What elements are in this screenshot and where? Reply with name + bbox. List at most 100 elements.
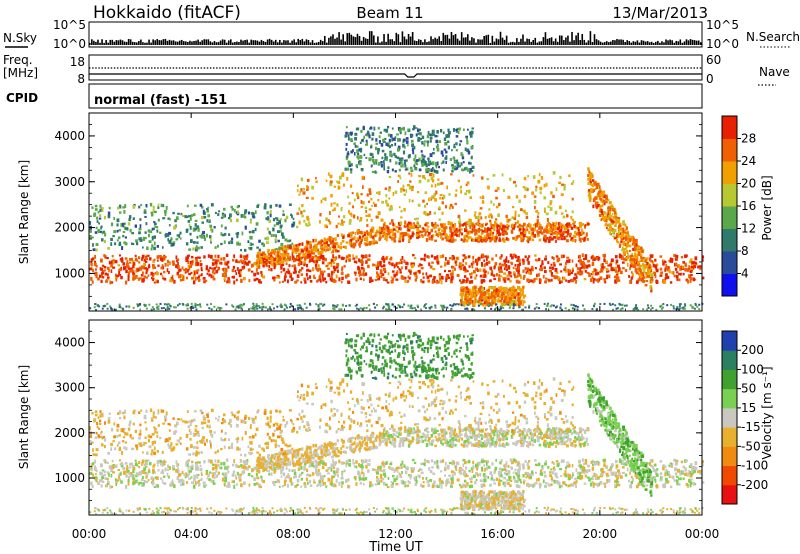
power-echo: [509, 303, 512, 308]
power-echo: [523, 274, 526, 278]
power-echo: [167, 303, 170, 306]
power-echo: [237, 305, 240, 308]
power-echo: [295, 244, 298, 247]
nsky-tick-top: 10^5: [53, 18, 86, 32]
power-echo: [218, 307, 221, 310]
power-echo: [512, 271, 515, 274]
power-echo: [577, 255, 580, 259]
power-echo: [266, 236, 270, 241]
power-echo: [625, 242, 628, 246]
power-echo: [207, 214, 211, 218]
nsky-bar: [393, 41, 396, 45]
power-echo: [162, 217, 166, 220]
power-echo: [152, 308, 155, 311]
power-echo: [439, 255, 443, 259]
power-echo: [171, 260, 175, 264]
power-echo: [392, 270, 395, 273]
power-echo: [484, 255, 487, 258]
power-echo: [118, 270, 121, 275]
power-echo: [319, 240, 321, 245]
power-echo: [615, 238, 619, 243]
power-echo: [278, 246, 281, 250]
nsky-bar: [550, 37, 553, 45]
power-echo: [567, 231, 569, 236]
power-echo: [164, 212, 167, 217]
power-echo: [427, 234, 430, 237]
power-echo: [480, 296, 484, 299]
power-echo: [107, 247, 110, 250]
power-echo: [106, 273, 109, 276]
power-echo: [389, 153, 392, 157]
power-echo: [675, 271, 679, 274]
power-echo: [518, 262, 521, 266]
power-echo: [262, 306, 265, 309]
power-echo: [444, 261, 446, 265]
power-echo: [111, 254, 114, 258]
power-echo: [385, 158, 388, 162]
power-echo: [139, 303, 142, 306]
power-echo: [587, 177, 590, 181]
power-echo: [457, 130, 460, 135]
power-echo: [519, 292, 522, 297]
power-echo: [291, 277, 294, 281]
power-echo: [201, 269, 203, 272]
power-echo: [467, 288, 470, 292]
nsky-bar: [689, 39, 692, 45]
power-echo: [103, 215, 106, 220]
power-echo: [470, 295, 473, 299]
power-echo: [488, 227, 491, 232]
nsky-bars: [89, 31, 702, 45]
power-echo: [426, 134, 430, 139]
power-echo: [559, 303, 562, 306]
power-echo: [608, 302, 611, 305]
power-echo: [422, 158, 425, 161]
power-echo: [458, 228, 461, 232]
nsky-bar: [281, 42, 283, 45]
power-echo: [607, 198, 610, 202]
power-echo: [352, 205, 355, 209]
power-echo: [495, 292, 497, 295]
power-echo: [111, 308, 114, 311]
power-echo: [515, 195, 519, 199]
power-echo: [453, 229, 457, 233]
power-echo: [520, 299, 524, 302]
power-echo: [118, 268, 121, 272]
power-echo: [449, 228, 453, 233]
power-echo: [135, 239, 138, 243]
power-echo: [119, 267, 122, 272]
power-echo: [326, 237, 329, 242]
power-echo: [248, 230, 252, 234]
power-echo: [600, 204, 604, 208]
power-echo: [173, 279, 176, 284]
power-echo: [594, 187, 597, 191]
nsky-bar: [469, 40, 471, 45]
power-echo: [331, 245, 334, 248]
power-echo: [321, 254, 325, 259]
power-echo: [491, 301, 495, 305]
nsky-bar: [436, 38, 438, 45]
power-echo: [460, 286, 463, 289]
nsky-bar: [591, 42, 594, 45]
power-echo: [124, 226, 127, 230]
power-echo: [591, 308, 594, 311]
power-echo: [428, 236, 431, 241]
power-echo: [450, 308, 453, 311]
nsky-bar: [544, 32, 547, 45]
nsky-bar: [495, 38, 498, 45]
power-echo: [501, 292, 505, 295]
power-echo: [111, 260, 114, 265]
power-echo: [380, 143, 384, 147]
power-echo: [382, 228, 386, 233]
power-echo: [378, 226, 381, 230]
power-echo: [245, 256, 248, 261]
power-echo: [605, 268, 609, 272]
power-echo: [518, 199, 521, 203]
power-echo: [373, 162, 376, 165]
power-echo: [603, 211, 606, 215]
power-echo: [275, 259, 278, 264]
power-echo: [96, 304, 99, 307]
power-echo: [385, 128, 389, 133]
power-echo: [516, 274, 519, 277]
power-echo: [165, 232, 168, 237]
power-echo: [607, 216, 610, 221]
